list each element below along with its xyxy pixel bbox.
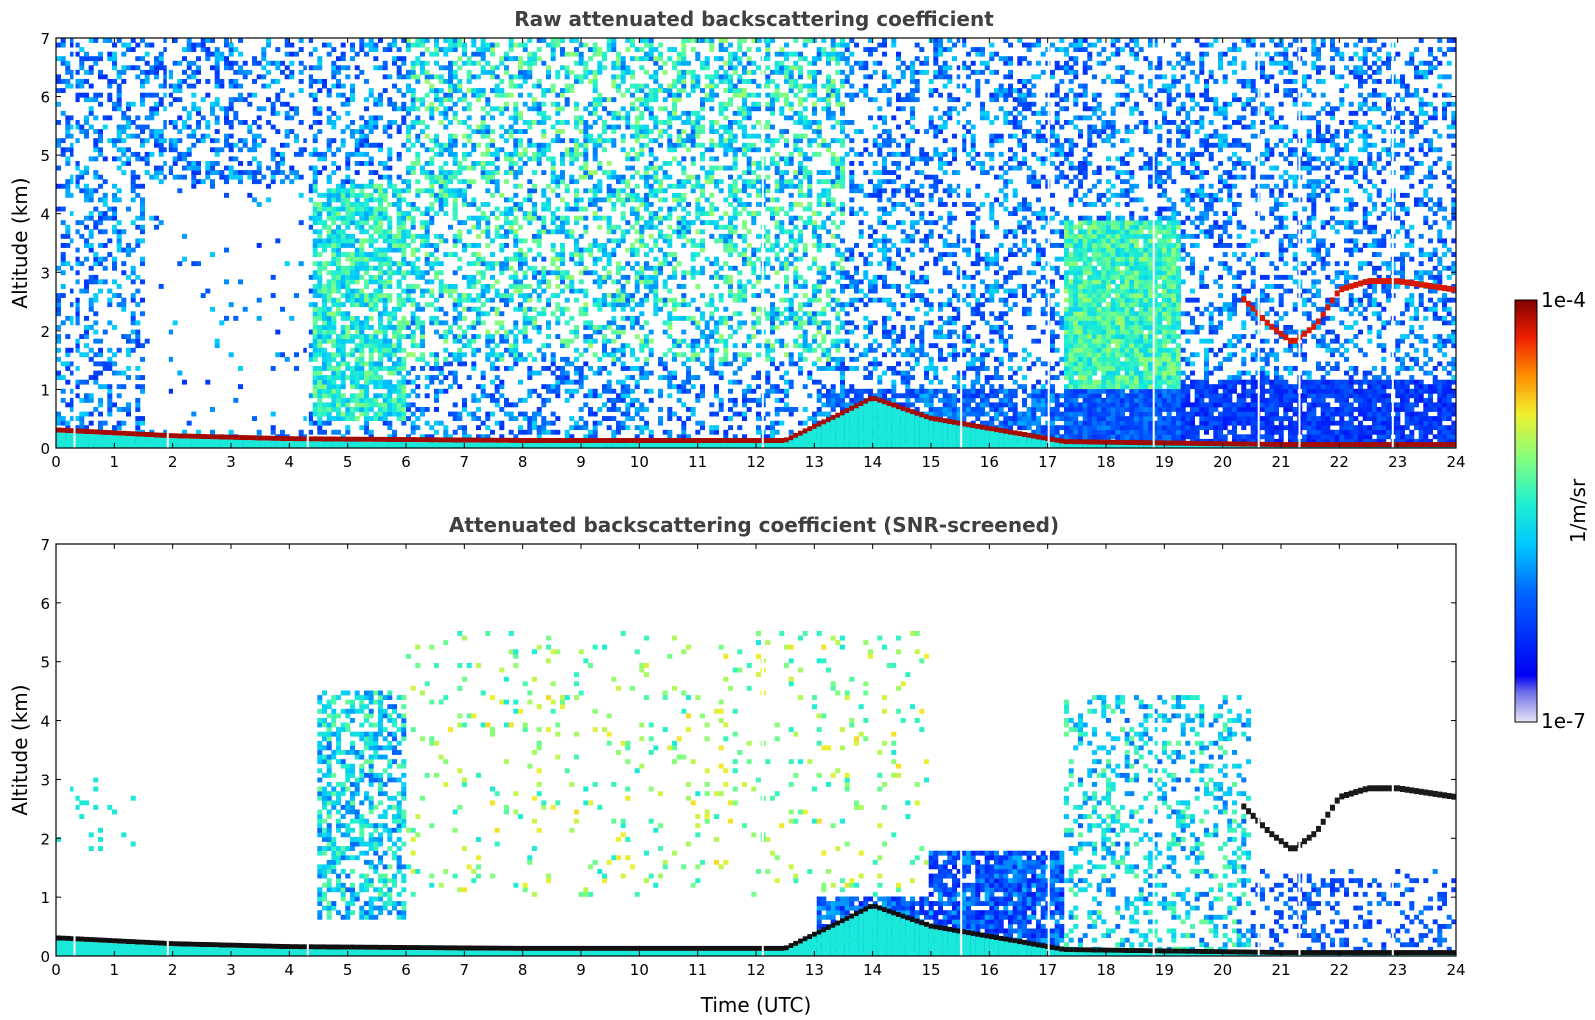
top-y-axis-label: Altitude (km) (8, 177, 32, 308)
x-tick-label: 10 (630, 453, 649, 471)
x-tick-label: 12 (746, 961, 765, 979)
y-tick-label: 4 (40, 206, 50, 224)
colorbar-unit-label: 1/m/sr (1566, 478, 1590, 543)
x-tick-label: 9 (576, 453, 586, 471)
bottom-y-axis-label: Altitude (km) (8, 684, 32, 815)
x-tick-label: 23 (1388, 961, 1407, 979)
x-tick-label: 8 (518, 961, 528, 979)
x-tick-label: 5 (343, 961, 353, 979)
y-tick-label: 6 (40, 89, 50, 107)
x-tick-label: 24 (1446, 453, 1465, 471)
x-tick-label: 2 (168, 453, 178, 471)
bottom-x-axis-label: Time (UTC) (700, 993, 812, 1017)
x-tick-label: 11 (688, 453, 707, 471)
x-tick-label: 22 (1330, 453, 1349, 471)
x-tick-label: 1 (110, 453, 120, 471)
x-tick-label: 5 (343, 453, 353, 471)
x-tick-label: 1 (110, 961, 120, 979)
x-tick-label: 15 (921, 453, 940, 471)
x-tick-label: 3 (226, 453, 236, 471)
y-tick-label: 4 (40, 713, 50, 731)
x-tick-label: 19 (1155, 961, 1174, 979)
y-tick-label: 0 (40, 948, 50, 966)
y-tick-label: 6 (40, 595, 50, 613)
y-tick-label: 7 (40, 30, 50, 48)
y-tick-label: 3 (40, 264, 50, 282)
x-tick-label: 12 (746, 453, 765, 471)
x-tick-label: 17 (1038, 453, 1057, 471)
colorbar: 1e-4 1e-7 1/m/sr (1514, 288, 1590, 733)
x-tick-label: 14 (863, 961, 882, 979)
x-tick-label: 13 (805, 961, 824, 979)
bottom-panel-title: Attenuated backscattering coefficient (S… (449, 513, 1059, 537)
x-tick-label: 22 (1330, 961, 1349, 979)
colorbar-gradient (1514, 299, 1538, 723)
x-tick-label: 19 (1155, 453, 1174, 471)
top-x-axis: 0 1 2 3 4 5 6 7 8 9 10 11 12 13 14 15 16 17 18 19 20 21 22 23 24 (51, 38, 1466, 471)
x-tick-label: 0 (51, 961, 61, 979)
y-tick-label: 1 (40, 381, 50, 399)
y-tick-label: 3 (40, 771, 50, 789)
x-tick-label: 16 (980, 453, 999, 471)
y-tick-label: 5 (40, 147, 50, 165)
bottom-y-axis: 0 1 2 3 4 5 6 7 (40, 536, 1456, 966)
y-tick-label: 2 (40, 830, 50, 848)
x-tick-label: 21 (1271, 961, 1290, 979)
y-tick-label: 5 (40, 654, 50, 672)
x-tick-label: 17 (1038, 961, 1057, 979)
y-tick-label: 0 (40, 440, 50, 458)
x-tick-label: 20 (1213, 961, 1232, 979)
x-tick-label: 4 (285, 961, 295, 979)
bottom-x-axis: 0 1 2 3 4 5 6 7 8 9 10 11 12 13 14 15 16 17 18 19 20 21 22 23 24 (51, 544, 1466, 979)
x-tick-label: 14 (863, 453, 882, 471)
x-tick-label: 9 (576, 961, 586, 979)
y-tick-label: 2 (40, 323, 50, 341)
x-tick-label: 20 (1213, 453, 1232, 471)
top-panel-title: Raw attenuated backscattering coefficien… (514, 7, 994, 31)
x-tick-label: 7 (460, 961, 470, 979)
x-tick-label: 11 (688, 961, 707, 979)
x-tick-label: 16 (980, 961, 999, 979)
x-tick-label: 8 (518, 453, 528, 471)
x-tick-label: 10 (630, 961, 649, 979)
x-tick-label: 24 (1446, 961, 1465, 979)
top-y-axis: 0 1 2 3 4 5 6 7 (40, 30, 1456, 458)
x-tick-label: 3 (226, 961, 236, 979)
colorbar-min-label: 1e-7 (1541, 709, 1586, 733)
x-tick-label: 7 (460, 453, 470, 471)
x-tick-label: 6 (401, 961, 411, 979)
y-tick-label: 7 (40, 536, 50, 554)
x-tick-label: 21 (1271, 453, 1290, 471)
x-tick-label: 15 (921, 961, 940, 979)
x-tick-label: 23 (1388, 453, 1407, 471)
top-heatmap (56, 38, 1457, 449)
x-tick-label: 2 (168, 961, 178, 979)
x-tick-label: 18 (1096, 961, 1115, 979)
bottom-panel: Attenuated backscattering coefficient (S… (8, 513, 1466, 1017)
y-tick-label: 1 (40, 889, 50, 907)
x-tick-label: 0 (51, 453, 61, 471)
bottom-heatmap (56, 544, 1457, 957)
top-panel: Raw attenuated backscattering coefficien… (8, 7, 1466, 471)
x-tick-label: 18 (1096, 453, 1115, 471)
colorbar-max-label: 1e-4 (1541, 288, 1586, 312)
x-tick-label: 13 (805, 453, 824, 471)
x-tick-label: 4 (285, 453, 295, 471)
x-tick-label: 6 (401, 453, 411, 471)
